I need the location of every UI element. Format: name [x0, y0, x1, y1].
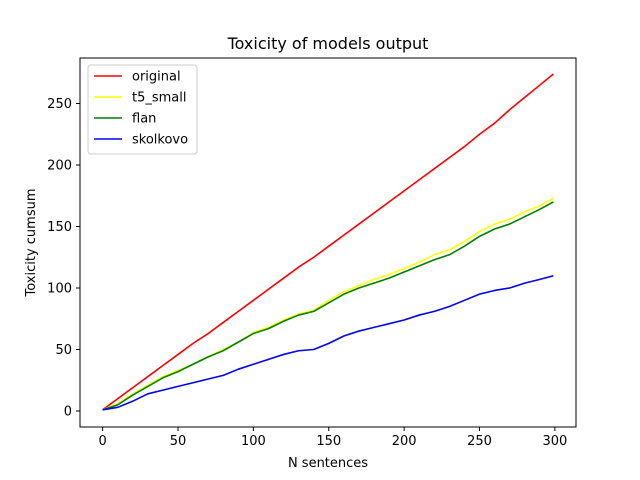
series-line-flan — [102, 201, 554, 411]
x-tick-label: 100 — [241, 434, 266, 449]
x-tick-label: 250 — [467, 434, 492, 449]
y-tick-label: 250 — [47, 97, 72, 112]
x-tick-label: 50 — [170, 434, 187, 449]
y-tick-label: 50 — [55, 343, 72, 358]
x-tick-label: 300 — [542, 434, 567, 449]
chart-title: Toxicity of models output — [227, 34, 429, 53]
axes-frame — [79, 57, 577, 428]
legend-label: skolkovo — [132, 133, 188, 148]
y-axis-label: Toxicity cumsum — [24, 189, 39, 298]
x-axis: 0 50 100 150 200 250 300 — [98, 427, 567, 449]
y-tick-label: 200 — [47, 159, 72, 174]
x-tick-label: 200 — [392, 434, 417, 449]
legend-label: t5_small — [132, 91, 187, 106]
y-tick-label: 150 — [47, 220, 72, 235]
x-tick-label: 150 — [316, 434, 341, 449]
legend-label: original — [132, 70, 181, 85]
x-tick-label: 0 — [98, 434, 106, 449]
y-tick-label: 0 — [64, 405, 72, 420]
series-line-original — [102, 73, 554, 411]
y-tick-label: 100 — [47, 282, 72, 297]
series-line-t5-small — [102, 197, 554, 411]
series-line-skolkovo — [102, 274, 554, 411]
x-axis-label: N sentences — [288, 456, 368, 471]
legend-box — [87, 64, 198, 155]
y-axis: 0 50 100 150 200 250 — [47, 97, 80, 420]
series-lines — [102, 73, 554, 411]
legend-label: flan — [132, 112, 156, 127]
